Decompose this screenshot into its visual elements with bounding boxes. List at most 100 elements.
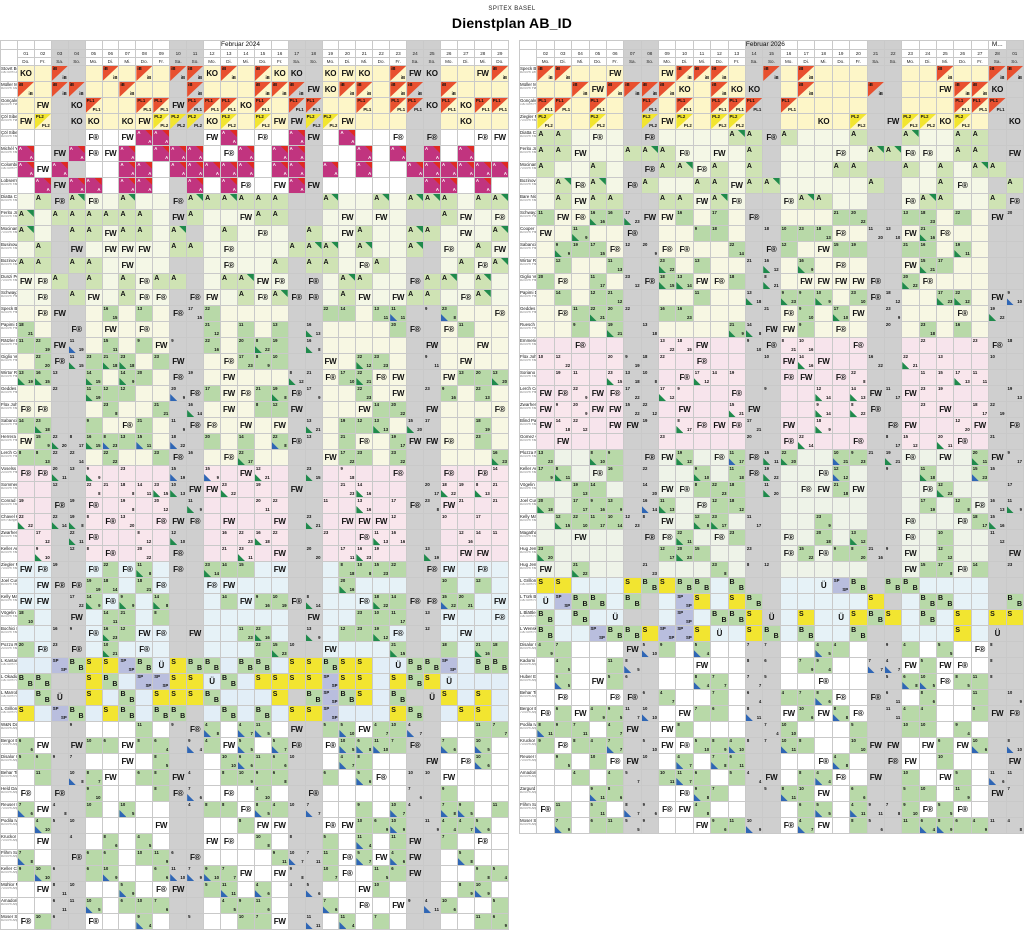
shift-cell[interactable]: 9: [605, 449, 625, 466]
shift-cell[interactable]: [135, 753, 154, 770]
shift-cell[interactable]: [67, 673, 86, 690]
shift-cell[interactable]: [236, 641, 255, 658]
shift-cell[interactable]: [953, 193, 972, 210]
shift-cell[interactable]: 10: [287, 753, 306, 770]
shift-cell[interactable]: [304, 721, 323, 738]
shift-cell[interactable]: 4 10: [33, 817, 52, 834]
day-number[interactable]: 23: [389, 49, 408, 58]
shift-cell[interactable]: [490, 753, 510, 770]
shift-cell[interactable]: [33, 321, 52, 338]
shift-cell[interactable]: [727, 225, 746, 242]
shift-cell[interactable]: FW: [169, 881, 188, 898]
shift-cell[interactable]: 22 8: [849, 369, 868, 386]
shift-cell[interactable]: 11: [490, 529, 510, 546]
shift-cell[interactable]: 8: [287, 833, 306, 850]
shift-cell[interactable]: [186, 753, 205, 770]
shift-cell[interactable]: [831, 353, 851, 370]
shift-cell[interactable]: FW: [553, 433, 573, 450]
shift-cell[interactable]: 12: [779, 241, 799, 258]
shift-cell[interactable]: F®: [439, 321, 458, 338]
shift-cell[interactable]: [135, 465, 154, 482]
shift-cell[interactable]: [253, 241, 272, 258]
shift-cell[interactable]: [831, 337, 851, 354]
shift-cell[interactable]: [588, 225, 607, 242]
shift-cell[interactable]: 15 20: [406, 417, 425, 434]
table-row[interactable]: Colombi Sara - A100.00% Pflegefachperson…: [0, 161, 510, 178]
shift-cell[interactable]: [473, 401, 492, 418]
shift-cell[interactable]: 18 9: [814, 417, 833, 434]
shift-cell[interactable]: iB iB: [118, 81, 137, 98]
shift-cell[interactable]: F®: [236, 385, 255, 402]
shift-cell[interactable]: [135, 785, 154, 802]
shift-cell[interactable]: 17 23: [236, 353, 255, 370]
shift-cell[interactable]: F®: [423, 561, 441, 578]
employee-name-cell[interactable]: Disalor Cosomilla_B80.00% Angestellte Pf…: [0, 753, 18, 770]
shift-cell[interactable]: A: [744, 145, 764, 162]
table-row[interactable]: Dunzi Petra_G70.00% Fahrerin/FahrerinFWF…: [0, 273, 510, 290]
shift-cell[interactable]: [135, 257, 154, 274]
shift-cell[interactable]: F®: [67, 641, 86, 658]
shift-cell[interactable]: 14 13: [849, 385, 868, 402]
shift-cell[interactable]: [456, 449, 475, 466]
shift-cell[interactable]: 10 7: [389, 801, 408, 818]
shift-cell[interactable]: 4 11: [423, 897, 441, 914]
day-number[interactable]: 10: [675, 49, 694, 58]
shift-cell[interactable]: FW: [270, 177, 289, 194]
shift-cell[interactable]: A: [253, 209, 272, 226]
shift-cell[interactable]: 4: [406, 801, 425, 818]
shift-cell[interactable]: [118, 449, 137, 466]
shift-cell[interactable]: A: [236, 193, 255, 210]
shift-cell[interactable]: [849, 257, 868, 274]
shift-cell[interactable]: FW: [588, 81, 607, 98]
shift-cell[interactable]: 14: [236, 433, 255, 450]
shift-cell[interactable]: 7: [67, 753, 86, 770]
employee-name-cell[interactable]: L Okadiaye Geraldine100.00% FaGe in Ausb…: [0, 673, 18, 690]
shift-cell[interactable]: [321, 609, 340, 626]
shift-cell[interactable]: 19: [50, 561, 69, 578]
shift-cell[interactable]: A: [355, 225, 374, 242]
shift-cell[interactable]: [203, 353, 221, 370]
shift-cell[interactable]: [253, 321, 272, 338]
shift-cell[interactable]: [423, 721, 441, 738]
shift-cell[interactable]: [372, 337, 391, 354]
shift-cell[interactable]: [203, 849, 221, 866]
shift-cell[interactable]: [657, 289, 677, 306]
shift-cell[interactable]: [389, 913, 408, 930]
employee-name-cell[interactable]: Schwayzor Anita_F80.00% Pflegefachperson: [518, 209, 538, 226]
shift-cell[interactable]: 23 15: [605, 369, 625, 386]
shift-cell[interactable]: 20: [473, 369, 492, 386]
shift-cell[interactable]: iB iB: [692, 65, 712, 82]
shift-cell[interactable]: A: [16, 225, 35, 242]
shift-cell[interactable]: [849, 65, 868, 82]
shift-cell[interactable]: [571, 97, 590, 114]
shift-cell[interactable]: 23 15: [304, 465, 323, 482]
shift-cell[interactable]: FW: [287, 401, 306, 418]
shift-cell[interactable]: FW: [169, 353, 188, 370]
shift-cell[interactable]: [270, 449, 289, 466]
shift-cell[interactable]: [423, 241, 441, 258]
shift-cell[interactable]: FW: [33, 97, 52, 114]
shift-cell[interactable]: [304, 833, 323, 850]
shift-cell[interactable]: [866, 113, 885, 130]
shift-cell[interactable]: FW: [901, 385, 920, 402]
shift-cell[interactable]: 13: [304, 433, 323, 450]
shift-cell[interactable]: 15 11: [135, 433, 154, 450]
shift-cell[interactable]: [423, 577, 441, 594]
shift-cell[interactable]: KO: [744, 81, 764, 98]
shift-cell[interactable]: S: [439, 689, 458, 706]
shift-cell[interactable]: 20 17: [423, 481, 441, 498]
shift-cell[interactable]: 11 4: [355, 833, 374, 850]
shift-cell[interactable]: 18 19: [473, 417, 492, 434]
shift-cell[interactable]: [727, 337, 746, 354]
shift-cell[interactable]: F®: [640, 273, 660, 290]
shift-cell[interactable]: 10 5: [338, 737, 357, 754]
shift-cell[interactable]: [389, 545, 408, 562]
shift-cell[interactable]: [67, 481, 86, 498]
shift-cell[interactable]: [287, 897, 306, 914]
shift-cell[interactable]: F®: [439, 433, 458, 450]
